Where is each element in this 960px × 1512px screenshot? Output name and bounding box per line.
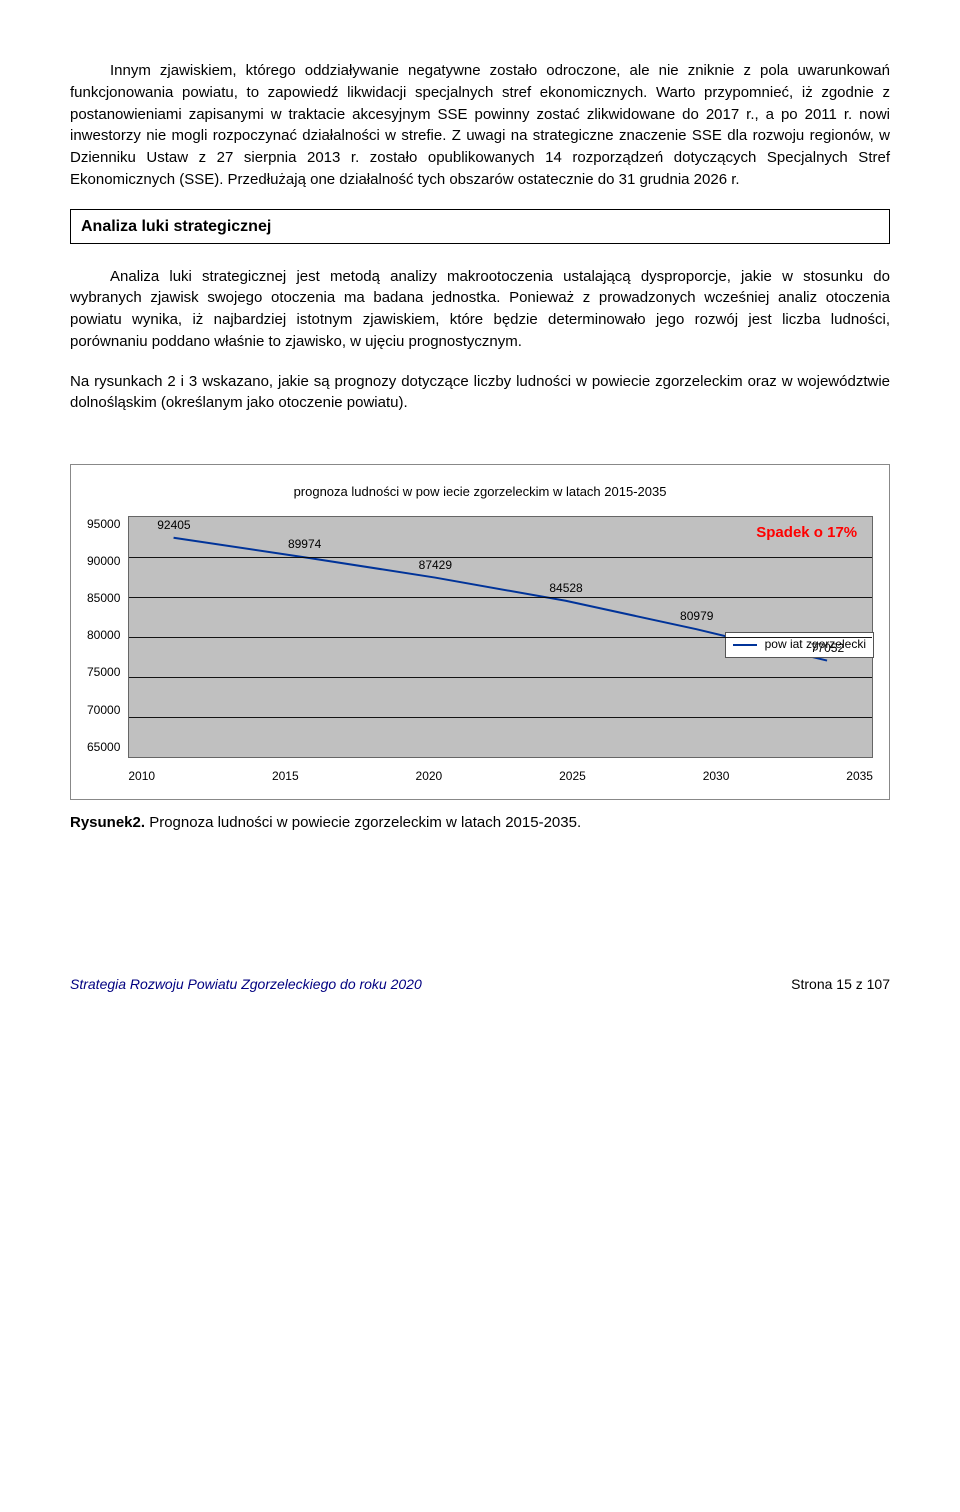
y-tick-label: 70000: [87, 702, 120, 719]
chart-caption: Rysunek2. Prognoza ludności w powiecie z…: [70, 812, 890, 834]
y-tick-label: 85000: [87, 590, 120, 607]
x-tick-label: 2025: [559, 768, 586, 785]
y-tick-label: 75000: [87, 664, 120, 681]
chart-annotation: Spadek o 17%: [756, 522, 857, 544]
chart-y-axis: 95000 90000 85000 80000 75000 70000 65000: [87, 516, 128, 756]
paragraph-2: Analiza luki strategicznej jest metodą a…: [70, 266, 890, 353]
y-tick-label: 65000: [87, 739, 120, 756]
paragraph-1: Innym zjawiskiem, którego oddziaływanie …: [70, 60, 890, 191]
chart-body: 95000 90000 85000 80000 75000 70000 65000 Spad…: [87, 516, 873, 789]
data-label: 84528: [549, 580, 582, 597]
x-tick-label: 2010: [128, 768, 155, 785]
x-tick-label: 2030: [703, 768, 730, 785]
chart-x-axis: 2010 2015 2020 2025 2030 2035: [128, 758, 873, 789]
y-tick-label: 90000: [87, 553, 120, 570]
x-tick-label: 2035: [846, 768, 873, 785]
page-footer: Strategia Rozwoju Powiatu Zgorzeleckiego…: [70, 974, 890, 994]
paragraph-3: Na rysunkach 2 i 3 wskazano, jakie są pr…: [70, 371, 890, 415]
caption-bold: Rysunek2.: [70, 814, 145, 831]
gridline: [129, 717, 872, 718]
data-label: 87429: [419, 557, 452, 574]
chart-container: prognoza ludności w pow iecie zgorzeleck…: [70, 464, 890, 800]
chart-title: prognoza ludności w pow iecie zgorzeleck…: [87, 483, 873, 502]
chart-plot-column: Spadek o 17% pow iat zgorzelecki 92405 89…: [128, 516, 873, 789]
section-heading-box: Analiza luki strategicznej: [70, 209, 890, 244]
section-heading: Analiza luki strategicznej: [81, 218, 271, 235]
data-label: 89974: [288, 536, 321, 553]
data-label: 92405: [157, 517, 190, 534]
caption-rest: Prognoza ludności w powiecie zgorzelecki…: [145, 814, 581, 831]
y-tick-label: 80000: [87, 627, 120, 644]
data-label: 80979: [680, 608, 713, 625]
y-tick-label: 95000: [87, 516, 120, 533]
gridline: [129, 637, 872, 638]
gridline: [129, 677, 872, 678]
gridline: [129, 557, 872, 558]
footer-title: Strategia Rozwoju Powiatu Zgorzeleckiego…: [70, 974, 422, 994]
gridline: [129, 597, 872, 598]
x-tick-label: 2015: [272, 768, 299, 785]
legend-swatch: [733, 644, 757, 646]
data-label: 77052: [811, 640, 844, 657]
chart-plot-area: Spadek o 17% pow iat zgorzelecki 92405 89…: [128, 516, 873, 758]
chart-legend: pow iat zgorzelecki: [725, 632, 874, 657]
x-tick-label: 2020: [416, 768, 443, 785]
footer-page-number: Strona 15 z 107: [791, 974, 890, 994]
